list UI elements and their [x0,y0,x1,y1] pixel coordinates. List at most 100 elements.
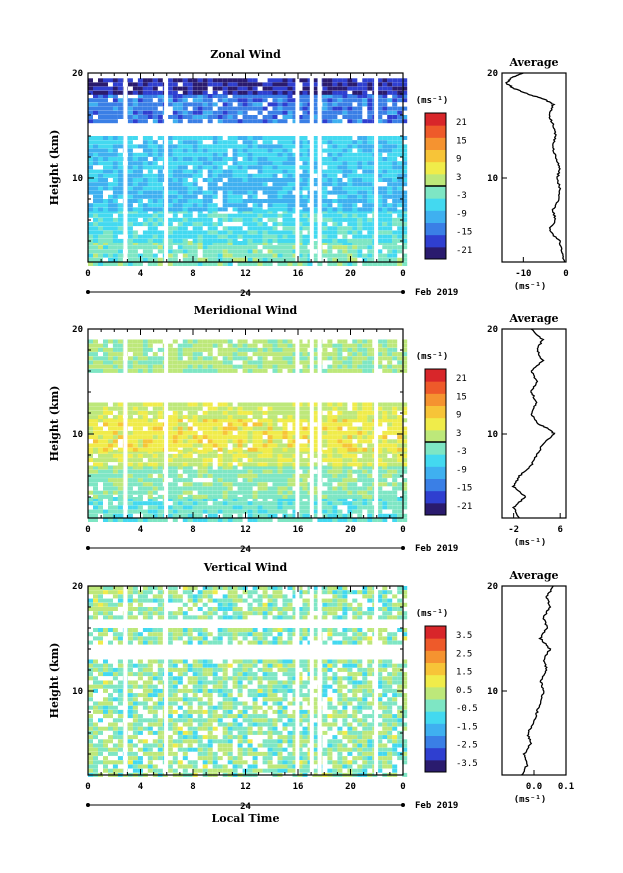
heatmap-cell [262,140,268,145]
heatmap-cell [157,494,163,499]
heatmap-cell [98,173,103,178]
heatmap-cell [157,148,163,153]
heatmap-cell [232,234,238,239]
heatmap-cell [352,90,358,95]
data-gap [317,73,322,262]
heatmap-cell [222,106,228,111]
heatmap-cell [108,458,113,463]
heatmap-cell [342,469,348,474]
heatmap-cell [267,78,273,83]
heatmap-cell [347,119,353,124]
heatmap-cell [287,501,293,506]
heatmap-cell [157,505,163,510]
heatmap-cell [352,494,358,499]
heatmap-cell [247,209,253,214]
heatmap-cell [167,513,173,518]
heatmap-cell [392,245,398,250]
heatmap-cell [142,222,148,227]
heatmap-cell [237,482,243,487]
heatmap-cell [197,217,203,222]
heatmap-cell [242,161,248,166]
heatmap-cell [93,106,98,111]
heatmap-cell [172,490,178,495]
heatmap-cell [117,82,123,87]
heatmap-cell [197,169,203,174]
heatmap-cell [272,364,278,369]
heatmap-cell [242,217,248,222]
heatmap-cell [202,343,208,348]
heatmap-cell [267,486,273,491]
heatmap-cell [93,465,98,470]
heatmap-cell [327,490,333,495]
heatmap-cell [247,368,253,373]
heatmap-cell [362,173,368,178]
heatmap-cell [252,426,258,431]
heatmap-cell [197,82,203,87]
heatmap-cell [232,157,238,161]
colorbar-tick-label: 15 [456,392,467,402]
heatmap-cell [322,490,328,495]
heatmap-cell [117,257,123,262]
average-x-tick-label: 6 [557,525,562,535]
heatmap-cell [167,182,173,187]
heatmap-cell [362,186,368,191]
heatmap-cell [227,352,233,357]
heatmap-cell [387,352,393,357]
heatmap-cell [322,115,328,119]
heatmap-cell [337,157,343,161]
heatmap-cell [292,173,298,178]
heatmap-cell [367,203,373,208]
heatmap-cell [222,494,228,499]
heatmap-cell [152,140,158,145]
heatmap-cell [377,102,383,107]
heatmap-cell [377,352,383,357]
heatmap-cell [202,148,208,153]
heatmap-cell [297,241,303,245]
heatmap-cell [292,505,298,510]
heatmap-cell [147,501,153,506]
heatmap-cell [367,245,373,250]
heatmap-cell [387,90,393,95]
heatmap-cell [142,418,148,423]
heatmap-cell [352,486,358,491]
heatmap-cell [93,199,98,203]
heatmap-cell [127,157,133,161]
heatmap-cell [88,443,93,448]
heatmap-cell [247,199,253,203]
heatmap-cell [93,418,98,423]
heatmap-cell [152,178,158,182]
heatmap-cell [93,245,98,250]
heatmap-cell [152,410,158,415]
heatmap-cell [382,199,388,203]
heatmap-cell [132,462,138,467]
heatmap-cell [332,94,338,98]
heatmap-cell [142,509,148,514]
heatmap-cell [142,136,148,140]
heatmap-cell [103,213,108,218]
heatmap-cell [167,115,173,119]
heatmap-cell [117,157,123,161]
heatmap-cell [88,364,93,369]
heatmap-cell [262,482,268,487]
heatmap-cell [342,482,348,487]
heatmap-cell [103,422,108,427]
heatmap-cell [392,518,398,522]
heatmap-cell [382,490,388,495]
x-tick-label: 0 [400,525,405,535]
heatmap-cell [207,343,213,348]
heatmap-cell [117,178,123,182]
heatmap-cell [127,364,133,369]
heatmap-cell [192,458,198,463]
heatmap-cell [397,356,403,361]
heatmap-cell [147,339,153,344]
heatmap-cell [177,430,183,435]
heatmap-cell [177,217,183,222]
heatmap-cell [212,415,218,420]
heatmap-cell [242,402,248,407]
heatmap-cell [127,102,133,107]
heatmap-cell [232,465,238,470]
heatmap-cell [137,94,143,98]
heatmap-cell [117,140,123,145]
heatmap-cell [402,136,408,140]
heatmap-cell [117,426,123,431]
